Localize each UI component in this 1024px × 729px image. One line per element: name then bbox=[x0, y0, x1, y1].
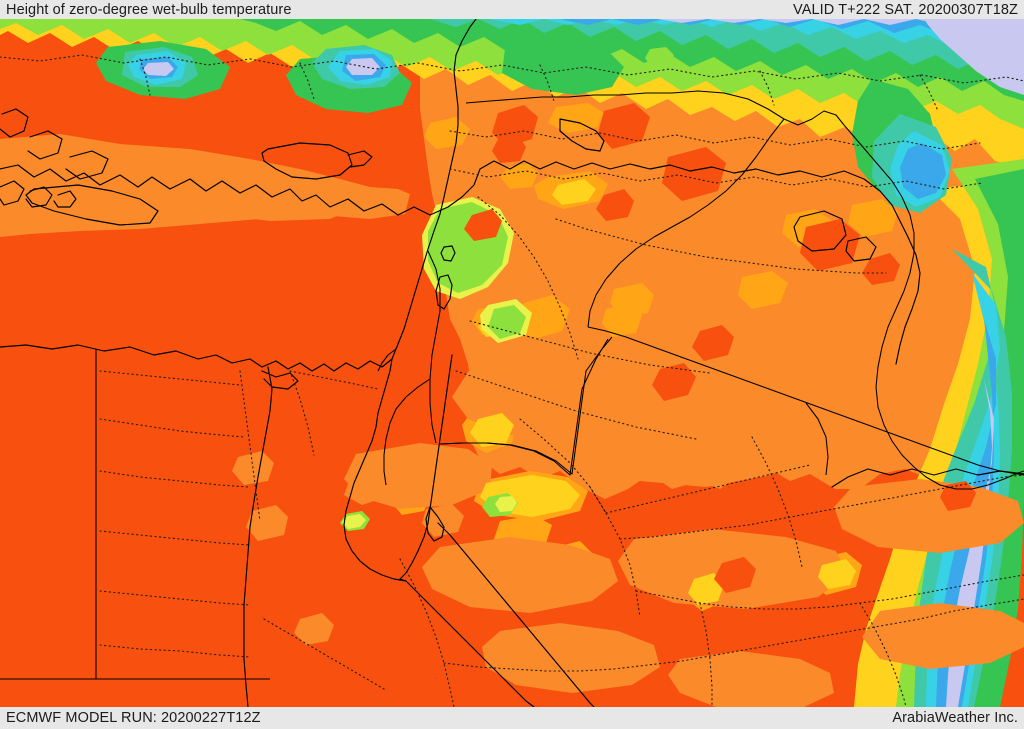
country-border-layer bbox=[0, 90, 1024, 680]
map-footer-bar: ECMWF MODEL RUN: 20200227T12Z ArabiaWeat… bbox=[0, 707, 1024, 729]
attribution-label: ArabiaWeather Inc. bbox=[892, 710, 1018, 726]
map-header-bar: Height of zero-degree wet-bulb temperatu… bbox=[0, 0, 1024, 19]
valid-time-label: VALID T+222 SAT. 20200307T18Z bbox=[793, 1, 1018, 18]
map-canvas[interactable] bbox=[0, 19, 1024, 707]
contour-field-svg bbox=[0, 19, 1024, 707]
page-title: Height of zero-degree wet-bulb temperatu… bbox=[6, 1, 292, 18]
interior-red-islands bbox=[464, 103, 976, 593]
admin-boundary-layer bbox=[0, 54, 1024, 707]
coastline-layer bbox=[0, 19, 1024, 707]
model-run-label: ECMWF MODEL RUN: 20200227T12Z bbox=[6, 710, 261, 726]
